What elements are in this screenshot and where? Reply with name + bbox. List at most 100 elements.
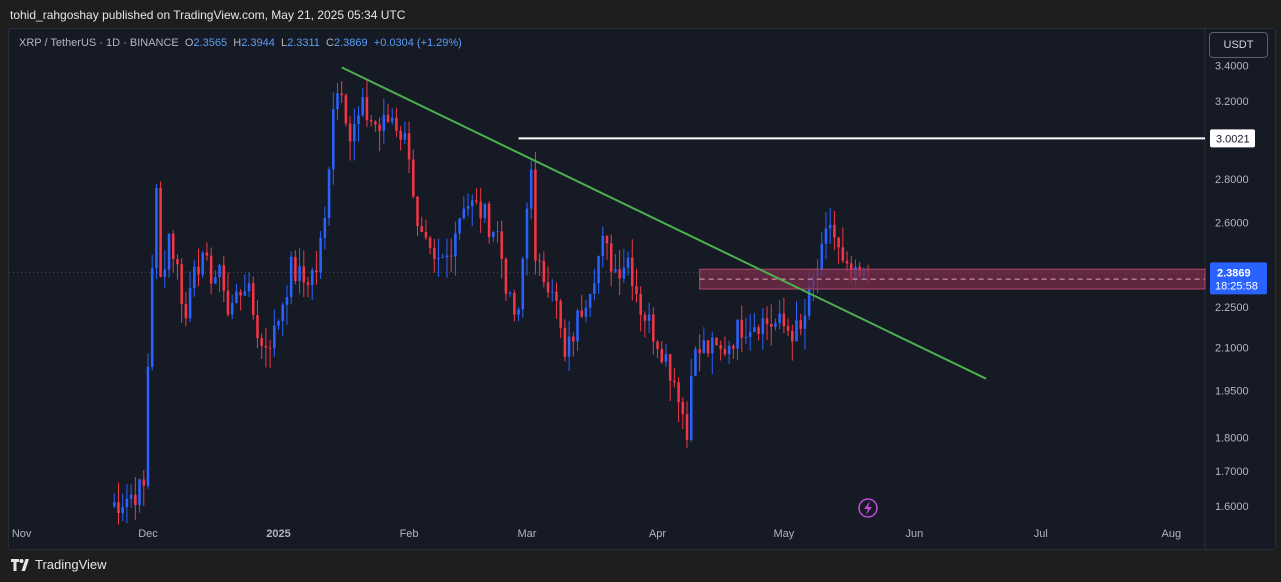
x-tick-label: Nov xyxy=(12,528,32,540)
candle-body xyxy=(529,169,533,209)
candle-body xyxy=(761,318,765,334)
chart-pane[interactable]: 3.4000 3.2000 2.8000 2.6000 2.2500 2.1000 1.95… xyxy=(8,28,1276,550)
candle-body xyxy=(403,133,407,140)
candle-body xyxy=(643,314,647,321)
change-value: +0.0304 (+1.29%) xyxy=(373,37,462,49)
candle-body xyxy=(542,260,546,283)
candle-body xyxy=(201,252,204,275)
candle-body xyxy=(500,231,503,259)
candle-body xyxy=(445,255,449,258)
candle-body xyxy=(677,382,680,403)
candle-body xyxy=(424,232,428,238)
footer-bar: TradingView xyxy=(0,552,1281,582)
candle-body xyxy=(353,123,356,142)
candle-body xyxy=(803,315,807,329)
candle-body xyxy=(609,243,613,272)
candle-body xyxy=(546,282,550,293)
candle-body xyxy=(605,235,609,244)
lightning-icon[interactable] xyxy=(858,498,878,518)
candle-body xyxy=(235,291,238,303)
candle-body xyxy=(820,243,824,271)
low-label: L xyxy=(280,37,288,49)
x-tick-label: Dec xyxy=(138,528,158,540)
candle-body xyxy=(407,133,411,160)
candle-body xyxy=(433,247,436,259)
candle-body xyxy=(799,320,802,329)
lightning-icon-ring xyxy=(858,498,878,518)
candle-body xyxy=(723,348,727,355)
candle-body xyxy=(294,256,297,281)
candle-body xyxy=(336,93,339,110)
candle-body xyxy=(395,117,398,131)
footer-brand: TradingView xyxy=(35,557,107,572)
downtrend-line xyxy=(341,66,987,380)
candle-body xyxy=(163,269,167,277)
candle-body xyxy=(681,402,685,415)
publisher-line: tohid_rahgoshay published on TradingView… xyxy=(10,8,406,22)
candle-body xyxy=(550,291,554,293)
candle-body xyxy=(706,340,710,354)
candle-body xyxy=(673,380,676,383)
price-chart[interactable]: 3.4000 3.2000 2.8000 2.6000 2.2500 2.1000 1.95… xyxy=(9,29,1275,549)
candle-body xyxy=(458,218,461,234)
candle-body xyxy=(740,319,744,338)
candle-body xyxy=(782,313,786,327)
candle-body xyxy=(845,260,849,264)
candle-body xyxy=(534,169,537,261)
candle-body xyxy=(319,237,322,273)
tradingview-logo[interactable]: TradingView xyxy=(10,557,107,572)
candle-body xyxy=(239,291,242,296)
candle-body xyxy=(188,288,192,319)
candle-body xyxy=(138,479,141,506)
candle-body xyxy=(369,120,373,122)
currency-button[interactable]: USDT xyxy=(1209,32,1268,58)
candle-body xyxy=(727,345,731,355)
candle-body xyxy=(513,292,516,315)
candle-body xyxy=(833,224,836,238)
candle-body xyxy=(449,255,453,257)
candle-body xyxy=(664,354,668,363)
y-tick-label: 2.1000 xyxy=(1215,342,1249,354)
candle-body xyxy=(791,330,794,342)
candle-body xyxy=(521,258,525,310)
candle-body xyxy=(807,286,811,316)
candle-body xyxy=(285,297,289,305)
last-price-label: 2.3869 xyxy=(1217,267,1251,279)
x-tick-label: Mar xyxy=(518,528,537,540)
countdown-label: 18:25:58 xyxy=(1215,280,1258,292)
level-price-label: 3.0021 xyxy=(1216,133,1250,145)
candle-body xyxy=(243,291,247,296)
candle-body xyxy=(753,327,756,332)
candle-body xyxy=(340,93,343,96)
candle-body xyxy=(155,187,158,269)
candle-body xyxy=(332,109,335,170)
candle-body xyxy=(428,237,432,248)
candle-body xyxy=(323,217,327,238)
candle-body xyxy=(774,323,777,327)
candle-body xyxy=(769,323,773,327)
candle-body xyxy=(180,264,183,305)
candle-body xyxy=(365,97,369,121)
candle-body xyxy=(306,282,310,286)
candle-body xyxy=(475,200,478,202)
level-price-tag xyxy=(1210,129,1255,148)
candle-body xyxy=(504,258,508,294)
candle-body xyxy=(778,313,781,324)
candle-body xyxy=(264,345,268,348)
candle-body xyxy=(622,267,626,279)
candle-body xyxy=(399,130,402,140)
candle-body xyxy=(841,247,845,261)
candle-body xyxy=(298,266,301,281)
candle-body xyxy=(218,265,221,277)
candle-body xyxy=(142,479,146,486)
candle-body xyxy=(698,349,701,354)
candle-body xyxy=(597,256,600,284)
candle-body xyxy=(390,117,394,122)
candle-body xyxy=(765,318,769,324)
candle-body xyxy=(247,283,251,292)
candle-body xyxy=(315,270,318,273)
candle-body xyxy=(601,235,605,257)
candle-body xyxy=(748,331,752,337)
candle-body xyxy=(184,304,188,319)
candle-body xyxy=(837,237,840,248)
